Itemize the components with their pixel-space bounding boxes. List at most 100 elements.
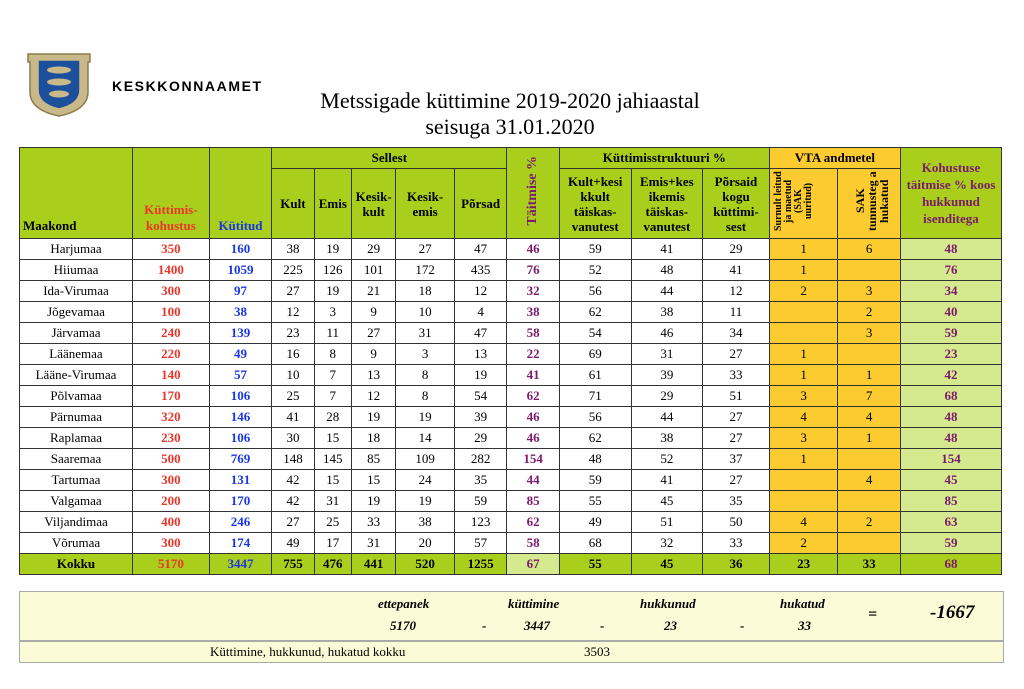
cell-keskikult: 27 — [350, 322, 397, 344]
cell-keskikult: 33 — [350, 511, 397, 533]
cell-kohustus: 300 — [132, 280, 210, 302]
cell-hukatud: 4 — [837, 406, 901, 428]
col-porsaid: Põrsaid kogu küttimi- sest — [702, 168, 770, 239]
cell-porsad: 39 — [453, 406, 508, 428]
cell-surnult: 1 — [768, 238, 839, 260]
cell-maakond: Viljandimaa — [18, 511, 134, 533]
cell-hukatud: 33 — [837, 553, 901, 575]
table-row: Harjumaa 350 160 38 19 29 27 47 46 59 41 29 1 6 48 — [18, 238, 1003, 260]
cell-maakond: Tartumaa — [18, 469, 134, 491]
hukkunud-label: hukkunud — [640, 596, 696, 611]
cell-surnult: 3 — [768, 427, 839, 449]
cell-kohustus: 100 — [132, 301, 210, 323]
cell-kytitud: 3447 — [208, 553, 273, 575]
cell-hukatud: 1 — [837, 427, 901, 449]
cell-emis: 31 — [313, 490, 352, 512]
cell-taitmise: 44 — [506, 469, 560, 491]
cell-keskikult: 18 — [350, 427, 397, 449]
col-kohustus: Küttimis- kohustus — [132, 147, 210, 239]
cell-maakond: Pärnumaa — [18, 406, 134, 428]
table-row: Hiiumaa 1400 1059 225 126 101 172 435 76 52 48 41 1 7… — [18, 259, 1003, 281]
cell-keskikult: 19 — [350, 490, 397, 512]
cell-kult: 27 — [271, 511, 315, 533]
table-row: Ida-Virumaa 300 97 27 19 21 18 12 32 56 44 12 2 3 34 — [18, 280, 1003, 302]
table-row: Läänemaa 220 49 16 8 9 3 13 22 69 31 27 1 23 — [18, 343, 1003, 365]
cell-porsad: 4 — [453, 301, 508, 323]
cell-keskiemis: 31 — [395, 322, 455, 344]
cell-kk: 54 — [558, 322, 632, 344]
hunting-table: Maakond Küttimis- kohustus Kütitud Selle… — [18, 147, 1003, 575]
cell-kohustus: 400 — [132, 511, 210, 533]
col-porsad: Põrsad — [453, 168, 508, 239]
cell-taitmise: 58 — [506, 322, 560, 344]
cell-kytitud: 57 — [208, 364, 273, 386]
group-kyttimisstruktuur: Küttimisstruktuuri % — [558, 147, 770, 169]
org-name: KESKKONNAAMET — [112, 78, 263, 94]
cell-emis: 126 — [313, 259, 352, 281]
hukatud-value: 33 — [798, 618, 811, 633]
cell-kytitud: 146 — [208, 406, 273, 428]
cell-maakond: Harjumaa — [18, 238, 134, 260]
cell-kk: 52 — [558, 259, 632, 281]
cell-emis: 7 — [313, 385, 352, 407]
col-taitmise: Täitmise % — [506, 147, 560, 239]
cell-kohustus: 230 — [132, 427, 210, 449]
cell-kult: 42 — [271, 469, 315, 491]
cell-hukatud: 4 — [837, 469, 901, 491]
cell-kohustus_pct: 59 — [899, 532, 1003, 554]
cell-emis: 19 — [313, 238, 352, 260]
cell-po: 35 — [702, 490, 770, 512]
coat-of-arms-logo — [24, 52, 94, 118]
cell-kohustus_pct: 68 — [899, 385, 1003, 407]
cell-kult: 755 — [271, 553, 315, 575]
cell-kult: 16 — [271, 343, 315, 365]
cell-kytitud: 160 — [208, 238, 273, 260]
cell-kytitud: 106 — [208, 427, 273, 449]
cell-kohustus: 300 — [132, 532, 210, 554]
cell-maakond: Põlvamaa — [18, 385, 134, 407]
cell-kk: 48 — [558, 448, 632, 470]
cell-hukatud — [837, 259, 901, 281]
cell-maakond: Saaremaa — [18, 448, 134, 470]
cell-porsad: 282 — [453, 448, 508, 470]
ettepanek-value: 5170 — [390, 618, 416, 633]
col-keskikult: Kesik- kult — [350, 168, 397, 239]
cell-emis: 19 — [313, 280, 352, 302]
cell-taitmise: 46 — [506, 406, 560, 428]
cell-kk: 55 — [558, 553, 632, 575]
col-kohustuse-taitmise: Kohustuse täitmise % koos hukkunud isend… — [899, 147, 1003, 239]
cell-ek: 32 — [630, 532, 704, 554]
cell-porsad: 47 — [453, 238, 508, 260]
cell-keskiemis: 172 — [395, 259, 455, 281]
cell-porsad: 12 — [453, 280, 508, 302]
cell-emis: 28 — [313, 406, 352, 428]
cell-kult: 225 — [271, 259, 315, 281]
cell-keskikult: 19 — [350, 406, 397, 428]
hukatud-label: hukatud — [780, 596, 825, 611]
cell-keskiemis: 18 — [395, 280, 455, 302]
col-emis-keskiemis: Emis+kes ikemis täiskas- vanutest — [630, 168, 704, 239]
cell-kult: 38 — [271, 238, 315, 260]
cell-ek: 48 — [630, 259, 704, 281]
cell-kohustus: 200 — [132, 490, 210, 512]
cell-kohustus_pct: 48 — [899, 406, 1003, 428]
cell-kult: 10 — [271, 364, 315, 386]
cell-kytitud: 139 — [208, 322, 273, 344]
cell-taitmise: 46 — [506, 427, 560, 449]
cell-keskikult: 85 — [350, 448, 397, 470]
cell-emis: 17 — [313, 532, 352, 554]
cell-hukatud — [837, 448, 901, 470]
page-subtitle: seisuga 31.01.2020 — [425, 114, 595, 139]
hukkunud-value: 23 — [664, 618, 677, 633]
cell-kk: 59 — [558, 469, 632, 491]
cell-emis: 15 — [313, 427, 352, 449]
cell-keskiemis: 38 — [395, 511, 455, 533]
cell-kk: 71 — [558, 385, 632, 407]
cell-ek: 45 — [630, 490, 704, 512]
result-value: -1667 — [930, 602, 975, 623]
cell-hukatud: 3 — [837, 280, 901, 302]
col-surnult: Surnult leitud ja maetud (SAK uuritud) — [768, 168, 839, 239]
cell-po: 27 — [702, 469, 770, 491]
summary-box: ettepanek 5170 - küttimine 3447 - hukkun… — [19, 591, 1004, 641]
cell-keskikult: 29 — [350, 238, 397, 260]
